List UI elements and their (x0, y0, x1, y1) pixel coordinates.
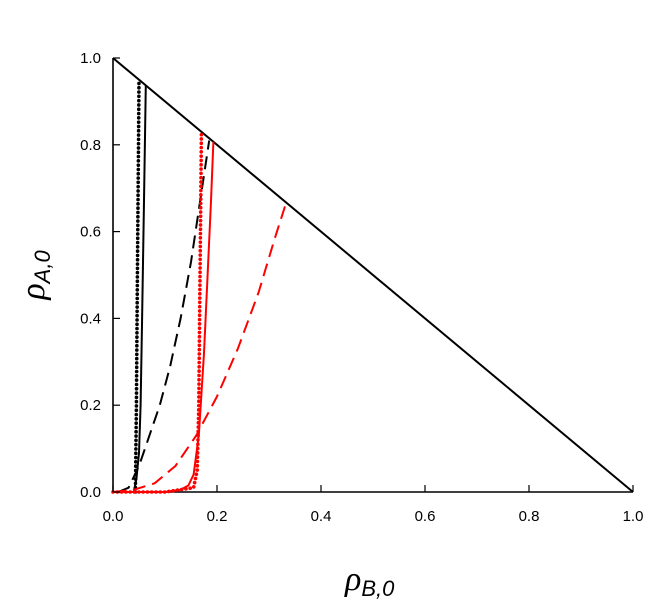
series-layer (111, 57, 634, 494)
x-axis-subscript: B,0 (361, 576, 395, 600)
series-line-2 (132, 85, 147, 493)
y-tick-label: 0.8 (80, 137, 101, 154)
x-tick-label: 1.0 (623, 508, 644, 525)
x-tick-label: 0.8 (519, 508, 540, 525)
series-line-3 (117, 140, 211, 493)
series-line-5 (113, 141, 215, 493)
y-tick-label: 1.0 (80, 50, 101, 67)
y-axis-title: ρA,0 (15, 250, 55, 301)
x-tick-label: 0.6 (415, 508, 436, 525)
series-line-0 (112, 57, 634, 493)
axes-layer (112, 58, 633, 493)
y-tick-label: 0.0 (80, 484, 101, 501)
series-line-4 (111, 130, 204, 494)
y-axis-subscript: A,0 (30, 250, 55, 286)
series-line-1 (133, 77, 141, 494)
ticks-layer: 0.0 0.2 0.4 0.6 0.8 1.0 0.0 0.2 0.4 0.6 0.8 1.0 (80, 50, 643, 525)
x-tick-label: 0.0 (103, 508, 124, 525)
x-axis-symbol: ρ (344, 561, 361, 598)
y-axis-symbol: ρ (15, 283, 52, 300)
y-tick-label: 0.4 (80, 310, 101, 327)
y-tick-label: 0.6 (80, 224, 101, 241)
series-line-6 (112, 202, 288, 493)
x-axis-title: ρB,0 (344, 561, 395, 600)
x-tick-label: 0.2 (207, 508, 228, 525)
x-tick-label: 0.4 (311, 508, 332, 525)
y-tick-label: 0.2 (80, 397, 101, 414)
